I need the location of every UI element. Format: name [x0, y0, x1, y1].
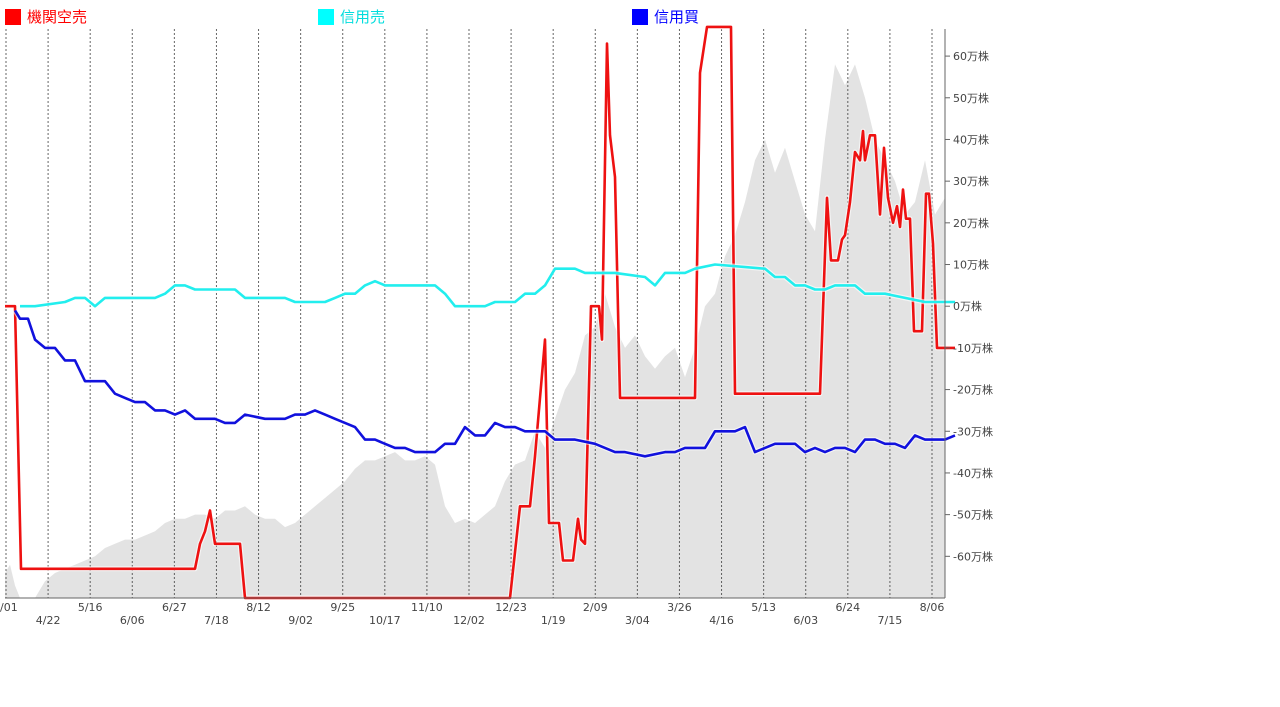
x-tick-label: /01 — [0, 601, 18, 614]
x-tick-label: 5/16 — [78, 601, 103, 614]
y-tick-label: -10万株 — [953, 341, 993, 355]
y-tick-label: 50万株 — [953, 91, 989, 105]
y-tick-label: 10万株 — [953, 258, 989, 272]
x-tick-label: 10/17 — [369, 614, 401, 627]
x-tick-label: 6/27 — [162, 601, 187, 614]
y-tick-label: -30万株 — [953, 424, 993, 438]
x-tick-label: 7/18 — [204, 614, 229, 627]
x-tick-label: 8/06 — [920, 601, 945, 614]
legend-item-shinyo-uri: 信用売 — [318, 6, 385, 28]
x-tick-label: 5/13 — [751, 601, 776, 614]
legend-label: 信用買 — [654, 8, 700, 26]
background-volume-area — [5, 64, 945, 598]
background-area-layer — [5, 64, 945, 598]
y-tick-label: 40万株 — [953, 132, 989, 146]
x-tick-label: 6/06 — [120, 614, 145, 627]
gridline-layer — [5, 29, 933, 598]
legend-item-shinyo-kai: 信用買 — [632, 6, 699, 28]
x-tick-label: 6/03 — [793, 614, 818, 627]
y-tick-label: 0万株 — [953, 299, 982, 313]
x-tick-label: 3/04 — [625, 614, 650, 627]
y-tick-label: -40万株 — [953, 466, 993, 480]
axis-layer: /01 4/22 5/16 6/06 6/27 7/18 8/12 9/02 9/25 10/17… — [0, 29, 993, 627]
x-tick-label: 11/10 — [411, 601, 443, 614]
y-tick-label: 30万株 — [953, 174, 989, 188]
y-tick-label: -50万株 — [953, 508, 993, 522]
series-line-1 — [20, 263, 955, 308]
series-line-0 — [5, 25, 955, 600]
series-layer — [5, 24, 956, 601]
x-tick-label: 9/02 — [288, 614, 313, 627]
legend-swatch-red — [5, 9, 21, 25]
legend-label: 機関空売 — [27, 8, 88, 26]
x-tick-label: 6/24 — [835, 601, 860, 614]
x-tick-label: 9/25 — [330, 601, 355, 614]
x-tick-label: 4/22 — [36, 614, 61, 627]
series-line-2 — [13, 309, 956, 458]
y-tick-label: -60万株 — [953, 549, 993, 563]
x-tick-label: 12/02 — [453, 614, 485, 627]
y-tick-label: 60万株 — [953, 49, 989, 63]
legend-label: 信用売 — [340, 8, 386, 26]
legend-item-kikan-karauri: 機関空売 — [5, 6, 87, 28]
y-tick-label: 20万株 — [953, 216, 989, 230]
legend-swatch-cyan — [318, 9, 334, 25]
x-tick-label: 7/15 — [878, 614, 903, 627]
x-tick-label: 1/19 — [541, 614, 566, 627]
x-tick-label: 4/16 — [709, 614, 734, 627]
y-tick-label: -20万株 — [953, 383, 993, 397]
x-tick-label: 8/12 — [246, 601, 271, 614]
x-tick-label: 3/26 — [667, 601, 692, 614]
x-tick-label: 12/23 — [495, 601, 527, 614]
legend-swatch-blue — [632, 9, 648, 25]
x-tick-label: 2/09 — [583, 601, 608, 614]
